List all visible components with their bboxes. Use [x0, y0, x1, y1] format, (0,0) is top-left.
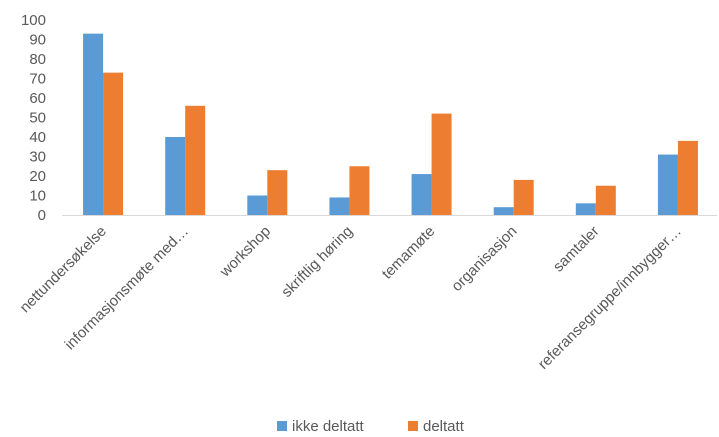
y-tick-label: 40	[29, 129, 46, 146]
legend: ikke deltatt deltatt	[277, 418, 465, 435]
bar-deltatt-0	[103, 72, 124, 216]
y-tick-label: 50	[29, 110, 46, 127]
y-tick-label: 20	[29, 168, 46, 185]
y-tick-label: 90	[29, 32, 46, 49]
y-tick-label: 10	[29, 188, 46, 205]
y-axis: 0 10 20 30 40 50 60 70 80 90 100	[21, 12, 46, 224]
legend-label: deltatt	[423, 418, 465, 435]
bar-ikke-deltatt-7	[657, 154, 678, 215]
y-tick-label: 100	[21, 12, 46, 29]
category-label: referansegruppe/innbygger…	[535, 223, 685, 373]
bar-deltatt-2	[267, 170, 288, 215]
category-label: workshop	[216, 223, 274, 281]
y-tick-label: 0	[38, 207, 46, 224]
bar-deltatt-4	[431, 113, 452, 215]
bars	[83, 33, 698, 216]
category-label: organisasjon	[448, 223, 520, 295]
legend-item: deltatt	[408, 418, 465, 435]
bar-ikke-deltatt-6	[575, 203, 596, 215]
bar-deltatt-6	[595, 185, 616, 215]
category-label: samtaler	[550, 223, 603, 276]
category-label: nettundersøkelse	[16, 223, 109, 316]
category-label: skriftlig høring	[278, 223, 356, 301]
y-tick-label: 80	[29, 51, 46, 68]
bar-ikke-deltatt-2	[247, 195, 268, 215]
legend-item: ikke deltatt	[277, 418, 365, 435]
bar-deltatt-5	[513, 179, 534, 215]
bar-ikke-deltatt-1	[165, 137, 186, 215]
y-tick-label: 30	[29, 149, 46, 166]
legend-label: ikke deltatt	[292, 418, 365, 435]
bar-deltatt-3	[349, 166, 370, 215]
bar-deltatt-1	[185, 105, 206, 215]
category-label: temamøte	[379, 223, 439, 283]
y-tick-label: 70	[29, 71, 46, 88]
bar-ikke-deltatt-5	[493, 207, 514, 215]
legend-swatch	[408, 421, 418, 431]
legend-swatch	[277, 421, 287, 431]
bar-ikke-deltatt-0	[83, 33, 104, 216]
bar-deltatt-7	[677, 140, 698, 215]
bar-ikke-deltatt-3	[329, 197, 350, 215]
bar-ikke-deltatt-4	[411, 174, 432, 215]
y-tick-label: 60	[29, 90, 46, 107]
